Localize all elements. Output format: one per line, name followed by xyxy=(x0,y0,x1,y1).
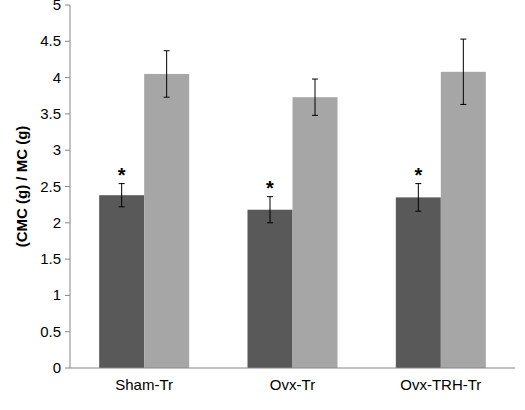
bar xyxy=(248,210,293,368)
x-axis xyxy=(70,368,515,369)
y-axis-label: (CMC (g) / MC (g) xyxy=(13,126,30,248)
chart-container: 00.511.522.533.544.55(CMC (g) / MC (g)**… xyxy=(0,0,525,410)
y-tick xyxy=(65,41,70,42)
chart-svg: 00.511.522.533.544.55(CMC (g) / MC (g)**… xyxy=(0,0,525,410)
y-tick xyxy=(65,150,70,151)
y-tick-label: 0.5 xyxy=(40,323,61,340)
x-tick-label: Ovx-TRH-Tr xyxy=(400,376,481,393)
y-tick xyxy=(65,222,70,223)
y-tick-label: 2 xyxy=(53,214,61,231)
y-tick xyxy=(65,186,70,187)
overlays: * * * xyxy=(118,164,423,199)
x-tick-label: Sham-Tr xyxy=(115,376,173,393)
error-cap xyxy=(119,206,125,207)
y-tick xyxy=(65,259,70,260)
error-line xyxy=(121,184,122,207)
error-bar xyxy=(267,197,273,223)
annotation: * xyxy=(414,164,422,186)
error-cap xyxy=(312,115,318,116)
bars xyxy=(99,39,486,368)
y-tick-label: 5 xyxy=(53,0,61,13)
error-bar xyxy=(164,51,170,97)
error-cap xyxy=(164,97,170,98)
y-tick-label: 2.5 xyxy=(40,178,61,195)
bar xyxy=(144,74,189,368)
y-tick xyxy=(65,5,70,6)
error-bar xyxy=(312,79,318,115)
error-cap xyxy=(267,222,273,223)
error-bar xyxy=(415,184,421,212)
error-line xyxy=(315,79,316,115)
y-tick-label: 3 xyxy=(53,141,61,158)
error-bar xyxy=(460,39,466,104)
error-line xyxy=(166,51,167,97)
error-cap xyxy=(460,39,466,40)
bar xyxy=(441,72,486,368)
y-tick xyxy=(65,113,70,114)
bar xyxy=(293,97,338,368)
error-cap xyxy=(312,79,318,80)
y-tick-label: 3.5 xyxy=(40,105,61,122)
y-tick-label: 0 xyxy=(53,359,61,376)
y-tick xyxy=(65,295,70,296)
bar xyxy=(99,195,144,368)
y-tick xyxy=(65,368,70,369)
x-tick-label: Ovx-Tr xyxy=(270,376,315,393)
y-tick xyxy=(65,331,70,332)
error-cap xyxy=(415,211,421,212)
error-cap xyxy=(164,50,170,51)
annotation: * xyxy=(266,177,274,199)
y-tick-label: 1 xyxy=(53,286,61,303)
annotation: * xyxy=(118,164,126,186)
bar xyxy=(396,197,441,368)
error-line xyxy=(418,184,419,212)
y-tick xyxy=(65,77,70,78)
error-line xyxy=(270,197,271,223)
error-line xyxy=(463,39,464,104)
y-tick-label: 1.5 xyxy=(40,250,61,267)
y-axis xyxy=(70,5,71,368)
y-tick-label: 4 xyxy=(53,69,61,86)
y-tick-label: 4.5 xyxy=(40,32,61,49)
error-bar xyxy=(119,184,125,207)
error-cap xyxy=(460,104,466,105)
